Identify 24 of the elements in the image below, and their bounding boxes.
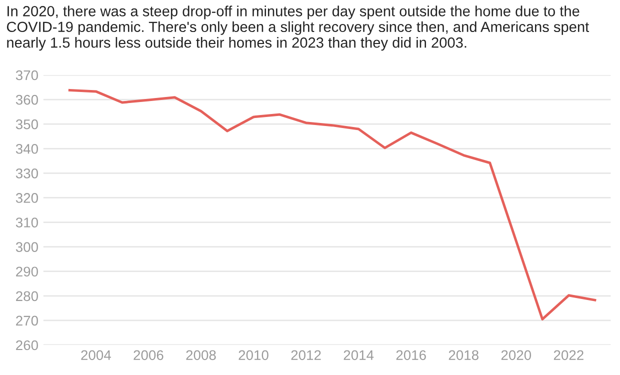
y-tick-label: 350 [16, 119, 38, 130]
x-tick-label: 2020 [501, 350, 532, 360]
x-tick-label: 2016 [396, 350, 426, 360]
y-tick-label: 290 [16, 266, 38, 277]
x-tick-label: 2018 [448, 350, 478, 360]
line-series [68, 88, 596, 320]
x-tick-label: 2008 [186, 350, 216, 360]
x-tick-label: 2010 [238, 350, 268, 360]
x-tick-label: 2004 [81, 350, 111, 360]
y-tick-label: 310 [16, 218, 38, 228]
y-tick-label: 300 [16, 242, 38, 252]
x-tick-label: 2012 [291, 350, 321, 360]
y-tick-label: 370 [16, 70, 38, 80]
chart-subtitle: In 2020, there was a steep drop-off in minutes per day spent outside the home due to the COVID-19 pandemic. There's only been a slight recovery since then, and Americans spent nearly 1.5 hours less outside their homes in 2023 than they did in 2003. [6, 6, 590, 51]
x-tick-label: 2006 [134, 350, 164, 360]
y-tick-label: 330 [16, 168, 38, 178]
x-tick-label: 2022 [554, 350, 584, 360]
x-tick-label: 2014 [344, 350, 374, 360]
y-tick-label: 320 [16, 193, 38, 203]
y-tick-label: 270 [16, 316, 38, 326]
y-tick-label: 260 [16, 340, 38, 350]
y-tick-label: 360 [16, 94, 38, 105]
y-tick-label: 340 [16, 144, 38, 154]
y-tick-label: 280 [16, 291, 38, 302]
